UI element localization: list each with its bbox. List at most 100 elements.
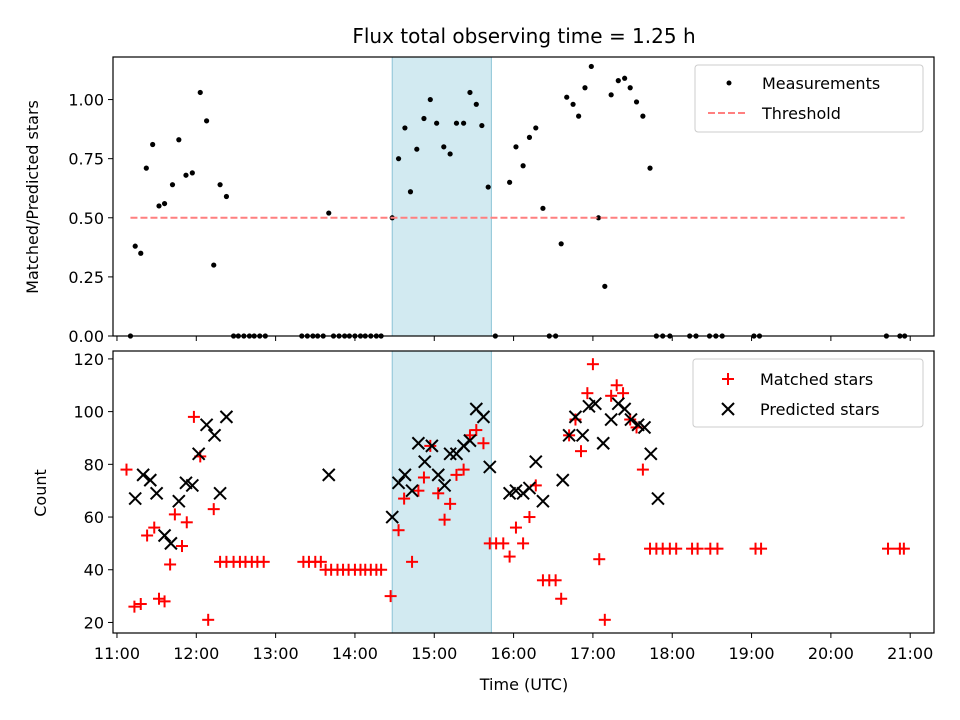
data-point-matched <box>523 511 536 524</box>
data-point-measurement <box>161 200 168 207</box>
bottom-y-axis-label: Count <box>31 469 50 517</box>
data-point-predicted <box>219 410 234 424</box>
data-point-matched <box>134 598 147 611</box>
data-point-predicted <box>164 536 178 551</box>
data-point-predicted <box>536 494 550 508</box>
data-point-predicted <box>509 483 523 498</box>
y-tick-label: 120 <box>73 350 104 369</box>
data-point-matched <box>187 410 200 423</box>
data-point-matched <box>477 437 490 450</box>
data-point-measurement <box>467 89 473 96</box>
data-point-matched <box>375 563 388 576</box>
y-tick-label: 0.50 <box>68 209 104 228</box>
data-point-matched <box>605 389 618 402</box>
legend-label-threshold: Threshold <box>761 104 841 123</box>
data-point-predicted <box>157 528 172 543</box>
data-point-measurement <box>421 115 427 122</box>
data-point-measurement <box>217 182 223 188</box>
data-point-matched <box>610 379 623 392</box>
x-tick-label: 20:00 <box>808 644 854 663</box>
x-tick-label: 14:00 <box>332 644 378 663</box>
top-y-axis-label: Matched/Predicted stars <box>23 100 42 294</box>
data-point-matched <box>497 537 510 550</box>
y-tick-label: 0.75 <box>68 150 104 169</box>
data-point-matched <box>450 468 463 481</box>
data-point-predicted <box>185 478 200 493</box>
data-point-measurement <box>223 193 230 200</box>
data-point-measurement <box>138 250 144 256</box>
data-point-matched <box>202 613 215 626</box>
x-tick-label: 21:00 <box>887 644 933 663</box>
data-point-measurement <box>434 120 440 126</box>
data-point-measurement <box>595 215 602 221</box>
data-point-predicted <box>483 460 497 474</box>
data-point-matched <box>617 387 630 400</box>
data-point-matched <box>636 463 649 476</box>
data-point-measurement <box>473 101 479 107</box>
data-point-predicted <box>213 486 227 501</box>
data-point-measurement <box>143 165 149 171</box>
data-point-matched <box>555 592 568 605</box>
data-point-measurement <box>197 89 203 96</box>
data-point-predicted <box>651 491 665 506</box>
data-point-measurement <box>513 144 519 150</box>
x-tick-label: 15:00 <box>411 644 457 663</box>
data-point-matched <box>406 555 419 568</box>
data-point-measurement <box>453 120 460 126</box>
top-x-ticks <box>116 336 911 341</box>
data-point-matched <box>881 542 894 555</box>
data-point-matched <box>575 445 588 458</box>
top-legend-box <box>694 64 924 133</box>
data-point-measurement <box>402 125 408 131</box>
data-point-matched <box>148 521 161 534</box>
y-tick-label: 80 <box>84 455 104 474</box>
top-marks <box>127 63 908 339</box>
data-point-matched <box>128 600 141 613</box>
data-point-measurement <box>622 75 628 81</box>
data-point-predicted <box>149 486 164 501</box>
bottom-x-axis: 11:00 12:00 13:00 14:00 15:00 16:00 17:00 18:00… <box>94 633 933 663</box>
bottom-legend-box <box>692 358 924 428</box>
data-point-predicted <box>431 468 445 482</box>
data-point-measurement <box>576 113 582 119</box>
data-point-matched <box>314 555 327 568</box>
data-point-predicted <box>596 436 610 450</box>
legend-marker-measurements <box>726 80 732 86</box>
data-point-predicted <box>437 478 452 493</box>
data-point-measurement <box>132 243 138 249</box>
x-tick-label: 19:00 <box>729 644 775 663</box>
data-point-measurement <box>507 179 513 185</box>
data-point-matched <box>470 424 483 437</box>
data-point-predicted <box>476 410 491 424</box>
data-point-measurement <box>156 203 162 209</box>
data-point-matched <box>180 516 193 529</box>
data-point-measurement <box>326 210 332 216</box>
data-point-measurement <box>627 85 633 91</box>
data-point-measurement <box>615 78 621 84</box>
data-point-matched <box>398 492 411 505</box>
data-point-matched <box>412 484 425 497</box>
data-point-matched <box>384 590 397 603</box>
data-point-matched <box>257 555 270 568</box>
data-point-measurement <box>526 134 533 140</box>
data-point-predicted <box>418 454 432 469</box>
data-point-predicted <box>529 454 543 469</box>
data-point-measurement <box>608 92 614 98</box>
x-tick-label: 13:00 <box>253 644 299 663</box>
data-point-measurement <box>485 184 491 190</box>
data-point-measurement <box>189 170 195 176</box>
data-point-predicted <box>637 420 652 435</box>
data-point-predicted <box>556 473 570 487</box>
data-point-matched <box>509 521 522 534</box>
data-point-matched <box>141 529 154 542</box>
data-point-matched <box>581 387 594 400</box>
highlight-span-bottom <box>391 350 492 634</box>
data-point-predicted <box>207 428 222 443</box>
data-point-predicted <box>136 468 150 482</box>
panel-bottom-frame <box>112 350 935 634</box>
data-point-predicted <box>391 476 406 490</box>
data-point-predicted <box>143 473 157 487</box>
data-point-measurement <box>647 165 653 171</box>
data-point-predicted <box>322 468 336 482</box>
data-point-matched <box>153 592 166 605</box>
